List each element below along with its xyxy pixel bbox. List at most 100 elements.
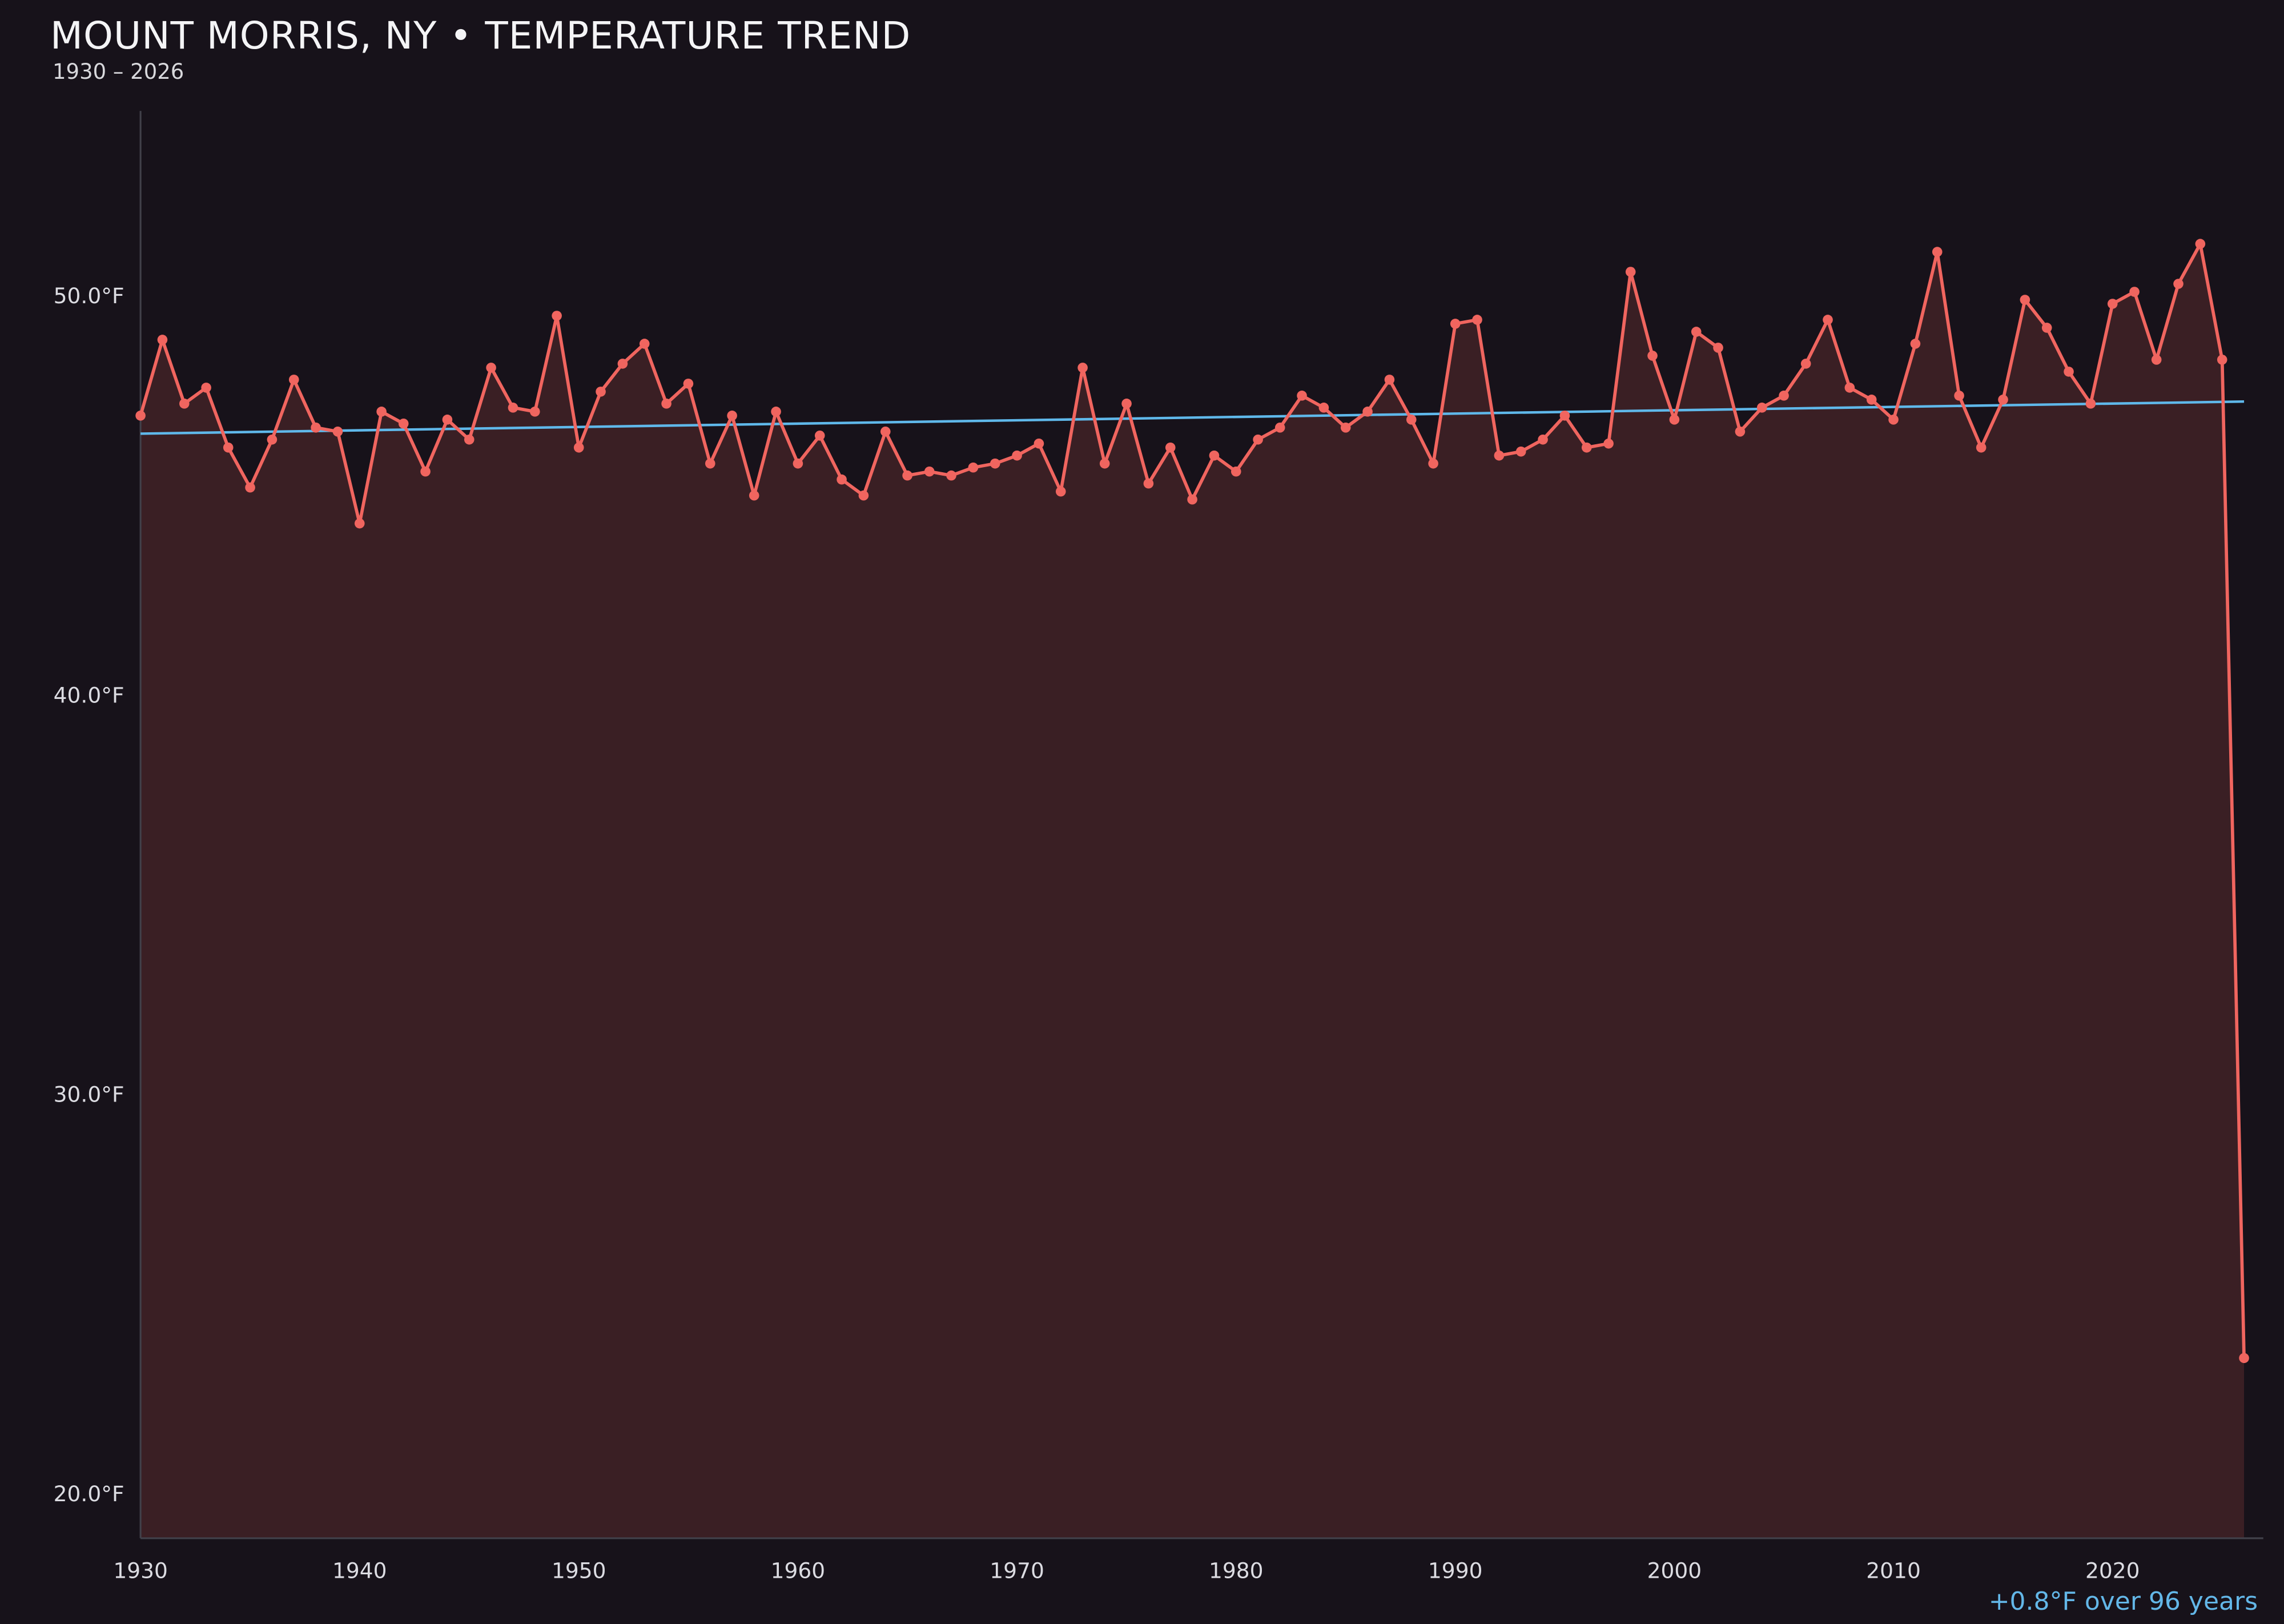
data-point [1209,450,1220,461]
data-point [2020,295,2030,305]
data-point [1954,391,1964,401]
data-point [1844,383,1855,393]
x-tick-label: 2010 [1866,1558,1921,1583]
data-point [1976,442,1987,453]
data-point [2173,279,2184,289]
x-tick-label: 1990 [1428,1558,1483,1583]
data-point [924,466,935,477]
data-point [1888,415,1899,425]
data-point [1362,407,1373,417]
data-point [880,427,891,437]
data-point [1713,343,1723,353]
data-point [1340,423,1351,433]
data-point [1077,363,1088,373]
data-point [1406,415,1417,425]
data-point [2195,239,2206,249]
data-point [1231,466,1241,477]
data-point [1121,399,1132,409]
data-point [1450,319,1461,329]
data-point [1823,315,1833,325]
x-tick-label: 2020 [2085,1558,2140,1583]
page-subtitle: 1930 – 2026 [53,59,184,84]
trend-annotation: +0.8°F over 96 years [1988,1587,2258,1616]
data-point [814,430,825,441]
data-point [2217,355,2227,365]
data-point [1055,486,1066,497]
data-point [529,407,540,417]
data-point [749,490,759,501]
data-point [683,379,694,389]
data-point [990,458,1000,469]
data-point [705,458,715,469]
data-point [902,470,912,481]
data-point [1603,438,1614,449]
data-point [1756,403,1767,413]
data-point [2107,299,2118,309]
y-tick-label: 20.0°F [54,1481,124,1506]
data-point [2151,355,2162,365]
data-point [1932,247,1943,257]
data-point [398,419,409,429]
x-tick-label: 1950 [552,1558,606,1583]
data-point [858,490,869,501]
x-tick-label: 1980 [1209,1558,1264,1583]
data-point [1669,415,1680,425]
data-point [1866,395,1877,405]
data-point [1559,411,1570,421]
x-tick-label: 2000 [1647,1558,1702,1583]
data-point [596,387,606,397]
area-fill [140,244,2245,1538]
y-tick-label: 50.0°F [54,283,124,308]
data-point [1647,351,1658,361]
data-point [1691,327,1702,337]
data-point [311,423,321,433]
data-point [1318,403,1329,413]
data-point [1428,458,1438,469]
data-point [617,359,628,369]
data-point [1384,375,1395,385]
data-point [442,415,453,425]
data-point [332,427,343,437]
data-point [2129,287,2140,297]
data-point [420,466,431,477]
data-point [1297,391,1307,401]
data-point [1581,442,1592,453]
data-point [946,470,956,481]
page-title: MOUNT MORRIS, NY • TEMPERATURE TREND [50,14,911,58]
data-point [288,375,299,385]
data-point [1625,267,1636,277]
data-point [552,311,562,321]
data-point [2239,1353,2249,1364]
data-point [1494,450,1505,461]
data-point [486,363,496,373]
data-point [1143,478,1154,489]
data-point [1998,395,2008,405]
data-point [464,434,475,445]
trend-line [140,400,2245,435]
data-point [245,482,255,493]
x-tick-label: 1960 [771,1558,826,1583]
data-point [1779,391,1789,401]
data-point [1165,442,1176,453]
data-point [1274,423,1285,433]
data-point [1472,315,1482,325]
data-point [1515,446,1526,457]
data-point [793,458,803,469]
data-point [1253,434,1263,445]
data-point [1099,458,1110,469]
data-point [573,442,584,453]
data-point [1735,427,1746,437]
data-point [1034,438,1044,449]
data-point [639,339,650,349]
y-tick-label: 40.0°F [54,682,124,708]
x-tick-label: 1970 [990,1558,1044,1583]
data-point [1910,339,1921,349]
data-point [1800,359,1811,369]
data-point [376,407,387,417]
data-point [2041,323,2052,333]
data-point [135,411,146,421]
data-point [771,407,781,417]
data-point [354,518,365,529]
